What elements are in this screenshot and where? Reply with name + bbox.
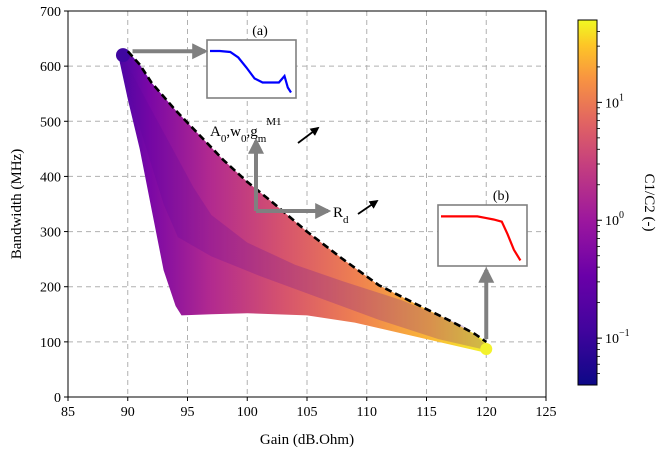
param-label-part: A [210, 124, 221, 140]
inset-b-curve [441, 215, 522, 261]
rd-trend-arrow [357, 199, 379, 215]
param-trend-arrow [297, 126, 320, 144]
inset-a-box [206, 39, 297, 99]
x-tick-label: 85 [61, 405, 75, 420]
data-region [115, 48, 493, 356]
param-label-part: , [246, 124, 250, 140]
rd-label-base: R [333, 205, 343, 221]
inset-b-box [437, 204, 528, 267]
y-tick-label: 100 [40, 336, 61, 351]
x-tick-label: 115 [416, 405, 436, 420]
x-tick-label: 100 [237, 405, 258, 420]
rd-label-sub: d [343, 214, 349, 226]
colorbar-tick-base: 10 [605, 214, 619, 229]
x-tick-label: 90 [121, 405, 135, 420]
rd-label: Rd [333, 205, 349, 226]
x-axis-title: Gain (dB.Ohm) [260, 432, 354, 448]
param-label-part: , [226, 124, 230, 140]
y-tick-label: 200 [40, 281, 61, 296]
param-label-part: M1 [266, 116, 281, 128]
y-tick-label: 400 [40, 170, 61, 185]
x-tick-label: 95 [181, 405, 195, 420]
pareto-frontier [126, 50, 488, 343]
inset-a-curve [210, 49, 292, 94]
frontier-line [126, 50, 488, 343]
x-tick-label: 105 [297, 405, 318, 420]
colorbar-gradient [577, 19, 598, 386]
colorbar-tick-exp: 1 [619, 92, 624, 103]
inset-b-label: (b) [493, 189, 510, 204]
region-right-cap [480, 343, 493, 356]
colorbar-tick-label: 101 [605, 92, 624, 111]
region-left-cap [115, 48, 130, 63]
x-tick-label: 125 [536, 405, 557, 420]
param-label-part: w [230, 124, 241, 140]
param-label-part: g [250, 124, 258, 140]
param-label-part: 0 [241, 133, 247, 145]
param-label: A0,w0,gmM1 [210, 116, 282, 145]
y-tick-label: 500 [40, 115, 61, 130]
colorbar-tick-exp: 0 [619, 210, 624, 221]
colorbar-tick-base: 10 [605, 332, 619, 347]
x-tick-label: 120 [476, 405, 497, 420]
y-tick-label: 0 [54, 391, 61, 406]
x-tick-label: 110 [357, 405, 377, 420]
colorbar-tick-base: 10 [605, 96, 619, 111]
colorbar-tick-label: 100 [605, 210, 624, 229]
param-label-part: 0 [221, 133, 227, 145]
y-tick-label: 700 [40, 5, 61, 20]
inset-a-label: (a) [252, 24, 268, 39]
axes: 85 90 95 100 105 110 115 120 125 0 100 200 300 400 500… [9, 5, 557, 448]
colorbar-title: C1/C2 (-) [641, 174, 657, 232]
scatter-region [119, 51, 487, 353]
y-tick-label: 300 [40, 226, 61, 241]
y-tick-label: 600 [40, 60, 61, 75]
colorbar-tick-exp: −1 [619, 328, 630, 339]
colorbar-tick-label: 10−1 [605, 328, 630, 347]
y-axis-title: Bandwidth (MHz) [9, 149, 25, 259]
param-label-part: m [258, 133, 267, 145]
